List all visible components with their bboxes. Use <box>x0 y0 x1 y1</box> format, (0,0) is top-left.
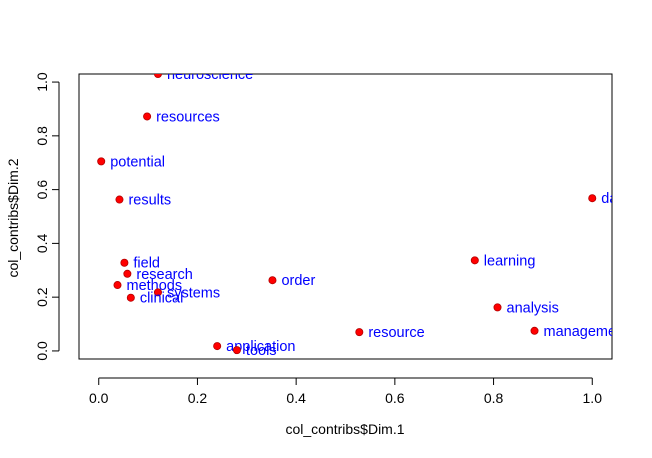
point-label-analysis: analysis <box>507 300 559 316</box>
y-tick-label: 0.0 <box>34 341 50 361</box>
point-label-resources: resources <box>156 109 220 125</box>
point-label-methods: methods <box>126 278 182 294</box>
point-order <box>268 276 277 285</box>
point-label-order: order <box>281 273 315 289</box>
x-tick-label: 0.4 <box>286 390 306 406</box>
x-tick-label: 1.0 <box>583 390 603 406</box>
point-learning <box>470 256 479 265</box>
y-tick-label: 0.4 <box>34 233 50 253</box>
point-potential <box>97 157 106 166</box>
point-resource <box>355 328 364 337</box>
point-field <box>120 258 129 267</box>
y-tick-label: 0.8 <box>34 126 50 146</box>
point-resources <box>143 112 152 121</box>
point-research <box>123 269 132 278</box>
point-label-clinical: clinical <box>140 291 184 307</box>
point-label-neuroscience: neuroscience <box>167 67 253 83</box>
point-systems <box>153 288 162 297</box>
point-label-learning: learning <box>484 253 536 269</box>
point-label-potential: potential <box>110 154 165 170</box>
x-tick-label: 0.6 <box>385 390 405 406</box>
point-label-results: results <box>128 193 171 209</box>
point-neuroscience <box>153 74 162 78</box>
point-tools <box>232 346 241 355</box>
x-axis: 0.0 0.2 0.4 0.6 0.8 1.0 <box>89 377 603 406</box>
point-management <box>530 326 539 335</box>
y-tick-label: 0.2 <box>34 287 50 307</box>
y-tick-label: 0.6 <box>34 180 50 200</box>
points-layer: neuroscience resources potential results fie… <box>97 67 630 359</box>
point-results <box>115 195 124 204</box>
point-label-field: field <box>133 256 160 272</box>
y-axis-title: col_contribs$Dim.2 <box>5 158 21 277</box>
x-tick-label: 0.2 <box>188 390 208 406</box>
point-label-research: research <box>136 267 192 283</box>
x-axis-title: col_contribs$Dim.1 <box>285 421 404 437</box>
y-tick-label: 1.0 <box>34 72 50 92</box>
point-label-resource: resource <box>368 325 424 341</box>
point-label-management: management <box>544 324 629 340</box>
point-label-systems: systems <box>167 285 220 301</box>
point-label-application: application <box>226 339 295 355</box>
y-axis: 0.0 0.2 0.4 0.6 0.8 1.0 <box>34 72 60 361</box>
plot-box <box>78 73 613 360</box>
point-methods <box>113 281 122 290</box>
point-data <box>588 194 597 203</box>
point-clinical <box>126 293 135 302</box>
point-label-tools: tools <box>246 343 277 359</box>
point-analysis <box>493 303 502 312</box>
x-tick-label: 0.0 <box>89 390 109 406</box>
point-application <box>213 342 222 351</box>
x-tick-label: 0.8 <box>484 390 504 406</box>
point-label-data: data <box>601 191 630 207</box>
